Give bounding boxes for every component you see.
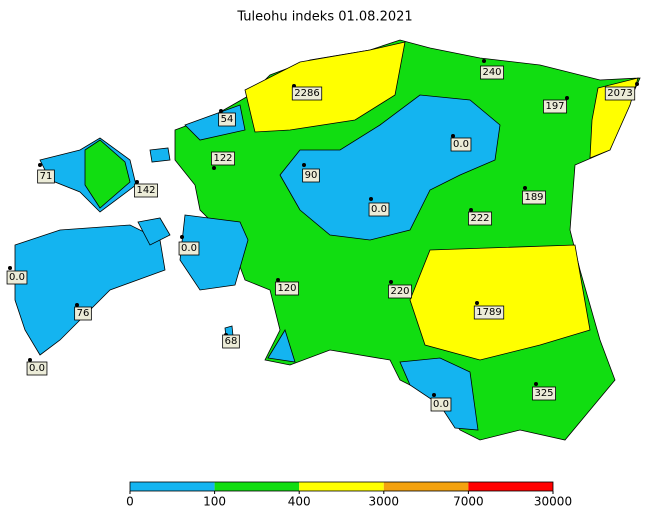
station-label: 0.0 [29, 363, 45, 374]
label-box [26, 361, 48, 376]
station-label: 68 [225, 336, 238, 347]
label-box [275, 281, 299, 296]
station-dot [451, 134, 455, 138]
station-dot [276, 278, 280, 282]
colorbar-tick-label: 0 [126, 495, 134, 509]
station-dot [565, 96, 569, 100]
label-box [473, 305, 505, 320]
label-box [468, 211, 492, 226]
label-box [74, 306, 92, 321]
station-label: 325 [534, 388, 553, 399]
colorbar-segment [468, 482, 553, 491]
colorbar-tick-label: 30000 [534, 495, 572, 509]
station-dot [28, 358, 32, 362]
station-label: 197 [545, 101, 564, 112]
colorbar-segment [130, 482, 215, 491]
stations: 71 142 54 122 2286 240 197 2073 0.0 90 0.0 189 222 0.… [6, 59, 639, 412]
station-dot [523, 186, 527, 190]
station-dot [635, 82, 639, 86]
station-dot [534, 382, 538, 386]
label-box [291, 86, 323, 101]
station-dot [75, 303, 79, 307]
colorbar-segment [214, 482, 300, 491]
label-box [604, 86, 636, 101]
station-label: 2286 [294, 88, 319, 99]
station-label: 220 [390, 286, 409, 297]
label-box [37, 169, 55, 184]
label-box [450, 137, 472, 152]
colorbar-segment [299, 482, 384, 491]
colorbar-tick-label: 400 [288, 495, 311, 509]
blue-west [179, 214, 249, 291]
hiiumaa-green [84, 139, 131, 209]
label-box [178, 241, 200, 256]
blue-center [279, 94, 501, 241]
colorbar-frame [129, 481, 554, 492]
station-dot [432, 393, 436, 397]
muhu [137, 217, 171, 246]
colorbar-tick-label: 3000 [369, 495, 400, 509]
station-dot [219, 109, 223, 113]
label-box [532, 386, 556, 401]
station-label: 120 [277, 283, 296, 294]
colorbar: 0 100 400 3000 7000 30000 [126, 481, 572, 509]
label-box [211, 151, 235, 166]
station-dot [135, 180, 139, 184]
station-label: 240 [482, 67, 501, 78]
label-box [368, 202, 390, 217]
station-dot [469, 208, 473, 212]
station-label: 76 [77, 308, 90, 319]
label-box [522, 190, 546, 205]
yellow-south [409, 244, 591, 361]
blue-south [399, 357, 479, 431]
saaremaa [14, 224, 166, 356]
colorbar-tick-label: 100 [203, 495, 226, 509]
station-dot [8, 266, 12, 270]
station-dot [180, 235, 184, 239]
station-label: 71 [40, 171, 53, 182]
station-label: 142 [136, 185, 155, 196]
station-label: 0.0 [9, 272, 25, 283]
label-box [430, 397, 452, 412]
yellow-north [244, 41, 406, 133]
blue-southwest [267, 329, 296, 363]
label-box [388, 284, 412, 299]
label-box [480, 65, 504, 80]
label-box [543, 99, 567, 114]
station-label: 1789 [476, 307, 501, 318]
station-label: 0.0 [181, 243, 197, 254]
station-label: 2073 [607, 88, 632, 99]
station-dot [475, 301, 479, 305]
station-label: 122 [213, 153, 232, 164]
map-title: Tuleohu indeks 01.08.2021 [236, 10, 412, 25]
station-label: 222 [470, 213, 489, 224]
station-label: 90 [305, 170, 318, 181]
station-dot [369, 197, 373, 201]
label-box [6, 270, 28, 285]
station-dot [389, 280, 393, 284]
station-label: 0.0 [453, 139, 469, 150]
station-label: 54 [221, 114, 234, 125]
station-dot [38, 163, 42, 167]
label-box [218, 112, 236, 127]
station-label: 189 [524, 192, 543, 203]
station-dot [302, 163, 306, 167]
label-box [302, 168, 320, 183]
vormsi [149, 147, 171, 163]
label-box [134, 183, 158, 198]
station-label: 0.0 [371, 204, 387, 215]
station-dot [212, 166, 216, 170]
colorbar-segment [383, 482, 469, 491]
colorbar-tick-label: 7000 [453, 495, 484, 509]
station-label: 0.0 [433, 399, 449, 410]
label-box [222, 334, 240, 349]
station-dot [482, 59, 486, 63]
